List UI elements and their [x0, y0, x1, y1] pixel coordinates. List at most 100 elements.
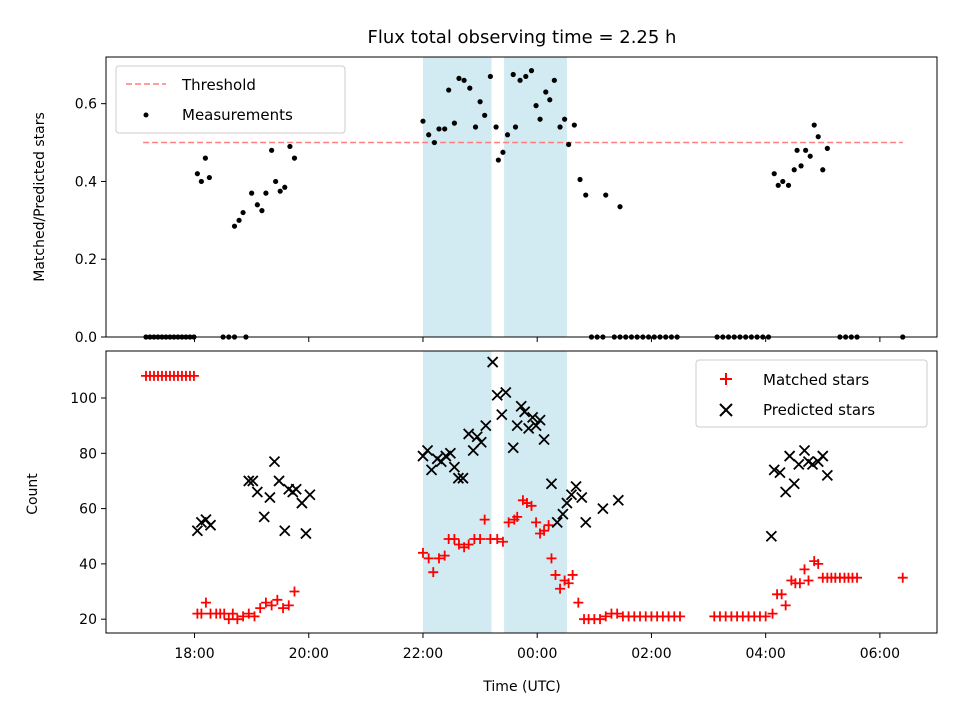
matched-star-point [266, 600, 277, 611]
predicted-star-point [580, 516, 592, 529]
predicted-star-point [304, 489, 316, 501]
measurement-point [431, 139, 438, 146]
matched-star-point [492, 534, 503, 544]
legend-predicted-label: Predicted stars [763, 401, 875, 419]
predicted-star-point [519, 406, 531, 418]
predicted-star-points [191, 356, 833, 542]
predicted-star-point [511, 420, 523, 432]
predicted-star-point [463, 428, 475, 440]
matched-star-point [852, 572, 863, 583]
measurement-point [451, 120, 457, 126]
predicted-star-point [538, 433, 550, 446]
predicted-star-point [487, 356, 499, 368]
predicted-star-point [290, 483, 302, 495]
measurement-point [517, 77, 523, 83]
measurement-point [785, 182, 792, 188]
measurement-point [287, 143, 293, 150]
predicted-star-point [475, 436, 487, 448]
measurement-point [477, 99, 483, 105]
matched-star-point [428, 567, 439, 578]
matched-star-point [567, 569, 578, 580]
measurement-point [820, 167, 826, 173]
bottom-y-tick-label: 20 [79, 612, 97, 628]
measurement-point [551, 77, 557, 83]
measurement-point [269, 147, 275, 153]
predicted-star-point [780, 486, 792, 498]
measurement-point [495, 157, 501, 163]
matched-star-point [219, 608, 230, 619]
bottom-y-axis-label: Count [25, 473, 41, 515]
legend-matched-label: Matched stars [763, 371, 869, 389]
matched-star-point [475, 534, 486, 544]
x-tick-label: 02:00 [631, 646, 671, 662]
x-tick-label: 00:00 [517, 646, 557, 662]
measurement-point [236, 217, 242, 223]
measurement-point [811, 122, 817, 128]
matched-star-point [503, 517, 514, 528]
predicted-star-point [597, 502, 609, 515]
predicted-star-point [576, 491, 588, 504]
measurement-point [794, 147, 800, 153]
predicted-star-point [817, 450, 829, 462]
predicted-star-point [496, 408, 508, 421]
predicted-star-point [444, 447, 457, 459]
matched-star-point [260, 597, 271, 608]
measurement-point [206, 174, 212, 181]
matched-star-point [417, 547, 428, 558]
matched-star-point [799, 564, 810, 575]
matched-star-point [776, 589, 787, 600]
measurement-point [198, 178, 204, 185]
top-y-tick-label: 0.0 [75, 330, 97, 346]
measurement-point [482, 112, 488, 118]
matched-star-point [531, 517, 542, 528]
predicted-star-point [765, 530, 778, 542]
matched-star-point [550, 569, 561, 580]
matched-star-point [449, 534, 460, 544]
predicted-star-point [457, 472, 469, 484]
predicted-star-point [471, 431, 483, 443]
predicted-star-point [515, 400, 527, 412]
x-tick-label: 20:00 [289, 646, 329, 662]
measurement-point [537, 116, 543, 122]
measurement-point [807, 153, 813, 159]
legend-threshold-label: Threshold [181, 76, 256, 94]
x-tick-label: 22:00 [403, 646, 443, 662]
predicted-star-point [264, 491, 276, 504]
predicted-star-point [258, 511, 270, 523]
top-legend-box [115, 65, 346, 134]
predicted-star-point [523, 422, 535, 435]
predicted-star-point [247, 475, 259, 487]
predicted-star-point [788, 478, 800, 490]
predicted-star-point [204, 519, 217, 531]
measurement-point [249, 190, 255, 196]
bottom-y-axis: 20 40 60 80 100 [70, 391, 106, 628]
matched-star-point [600, 611, 611, 622]
top-panel: 0.0 0.2 0.4 0.6 Flux total observing time =… [32, 27, 938, 346]
bottom-x-axis: 18:00 20:00 22:00 00:00 02:00 04:00 06:00 [174, 633, 900, 662]
highlight-band-1 [422, 57, 492, 337]
matched-star-point [760, 611, 771, 622]
predicted-star-point [191, 525, 204, 537]
measurement-point [512, 124, 519, 130]
predicted-star-point [452, 472, 465, 484]
matched-star-point [595, 614, 606, 625]
predicted-star-point [273, 475, 285, 487]
measurement-point [259, 208, 265, 214]
measurement-point [528, 68, 535, 74]
matched-star-point [439, 550, 450, 561]
measurement-point [824, 145, 830, 151]
matched-star-point [813, 558, 824, 569]
predicted-star-point [507, 442, 519, 454]
matched-star-point [674, 611, 685, 622]
top-x-ticks [194, 337, 881, 342]
measurement-point [798, 163, 804, 169]
predicted-star-point [570, 480, 582, 493]
matched-star-point [794, 578, 805, 589]
matched-star-point [255, 603, 266, 614]
predicted-star-point [551, 516, 563, 529]
matched-star-point [272, 594, 283, 605]
highlight-band-2 [504, 57, 567, 337]
measurement-point [571, 122, 577, 128]
matched-star-point [563, 578, 574, 589]
